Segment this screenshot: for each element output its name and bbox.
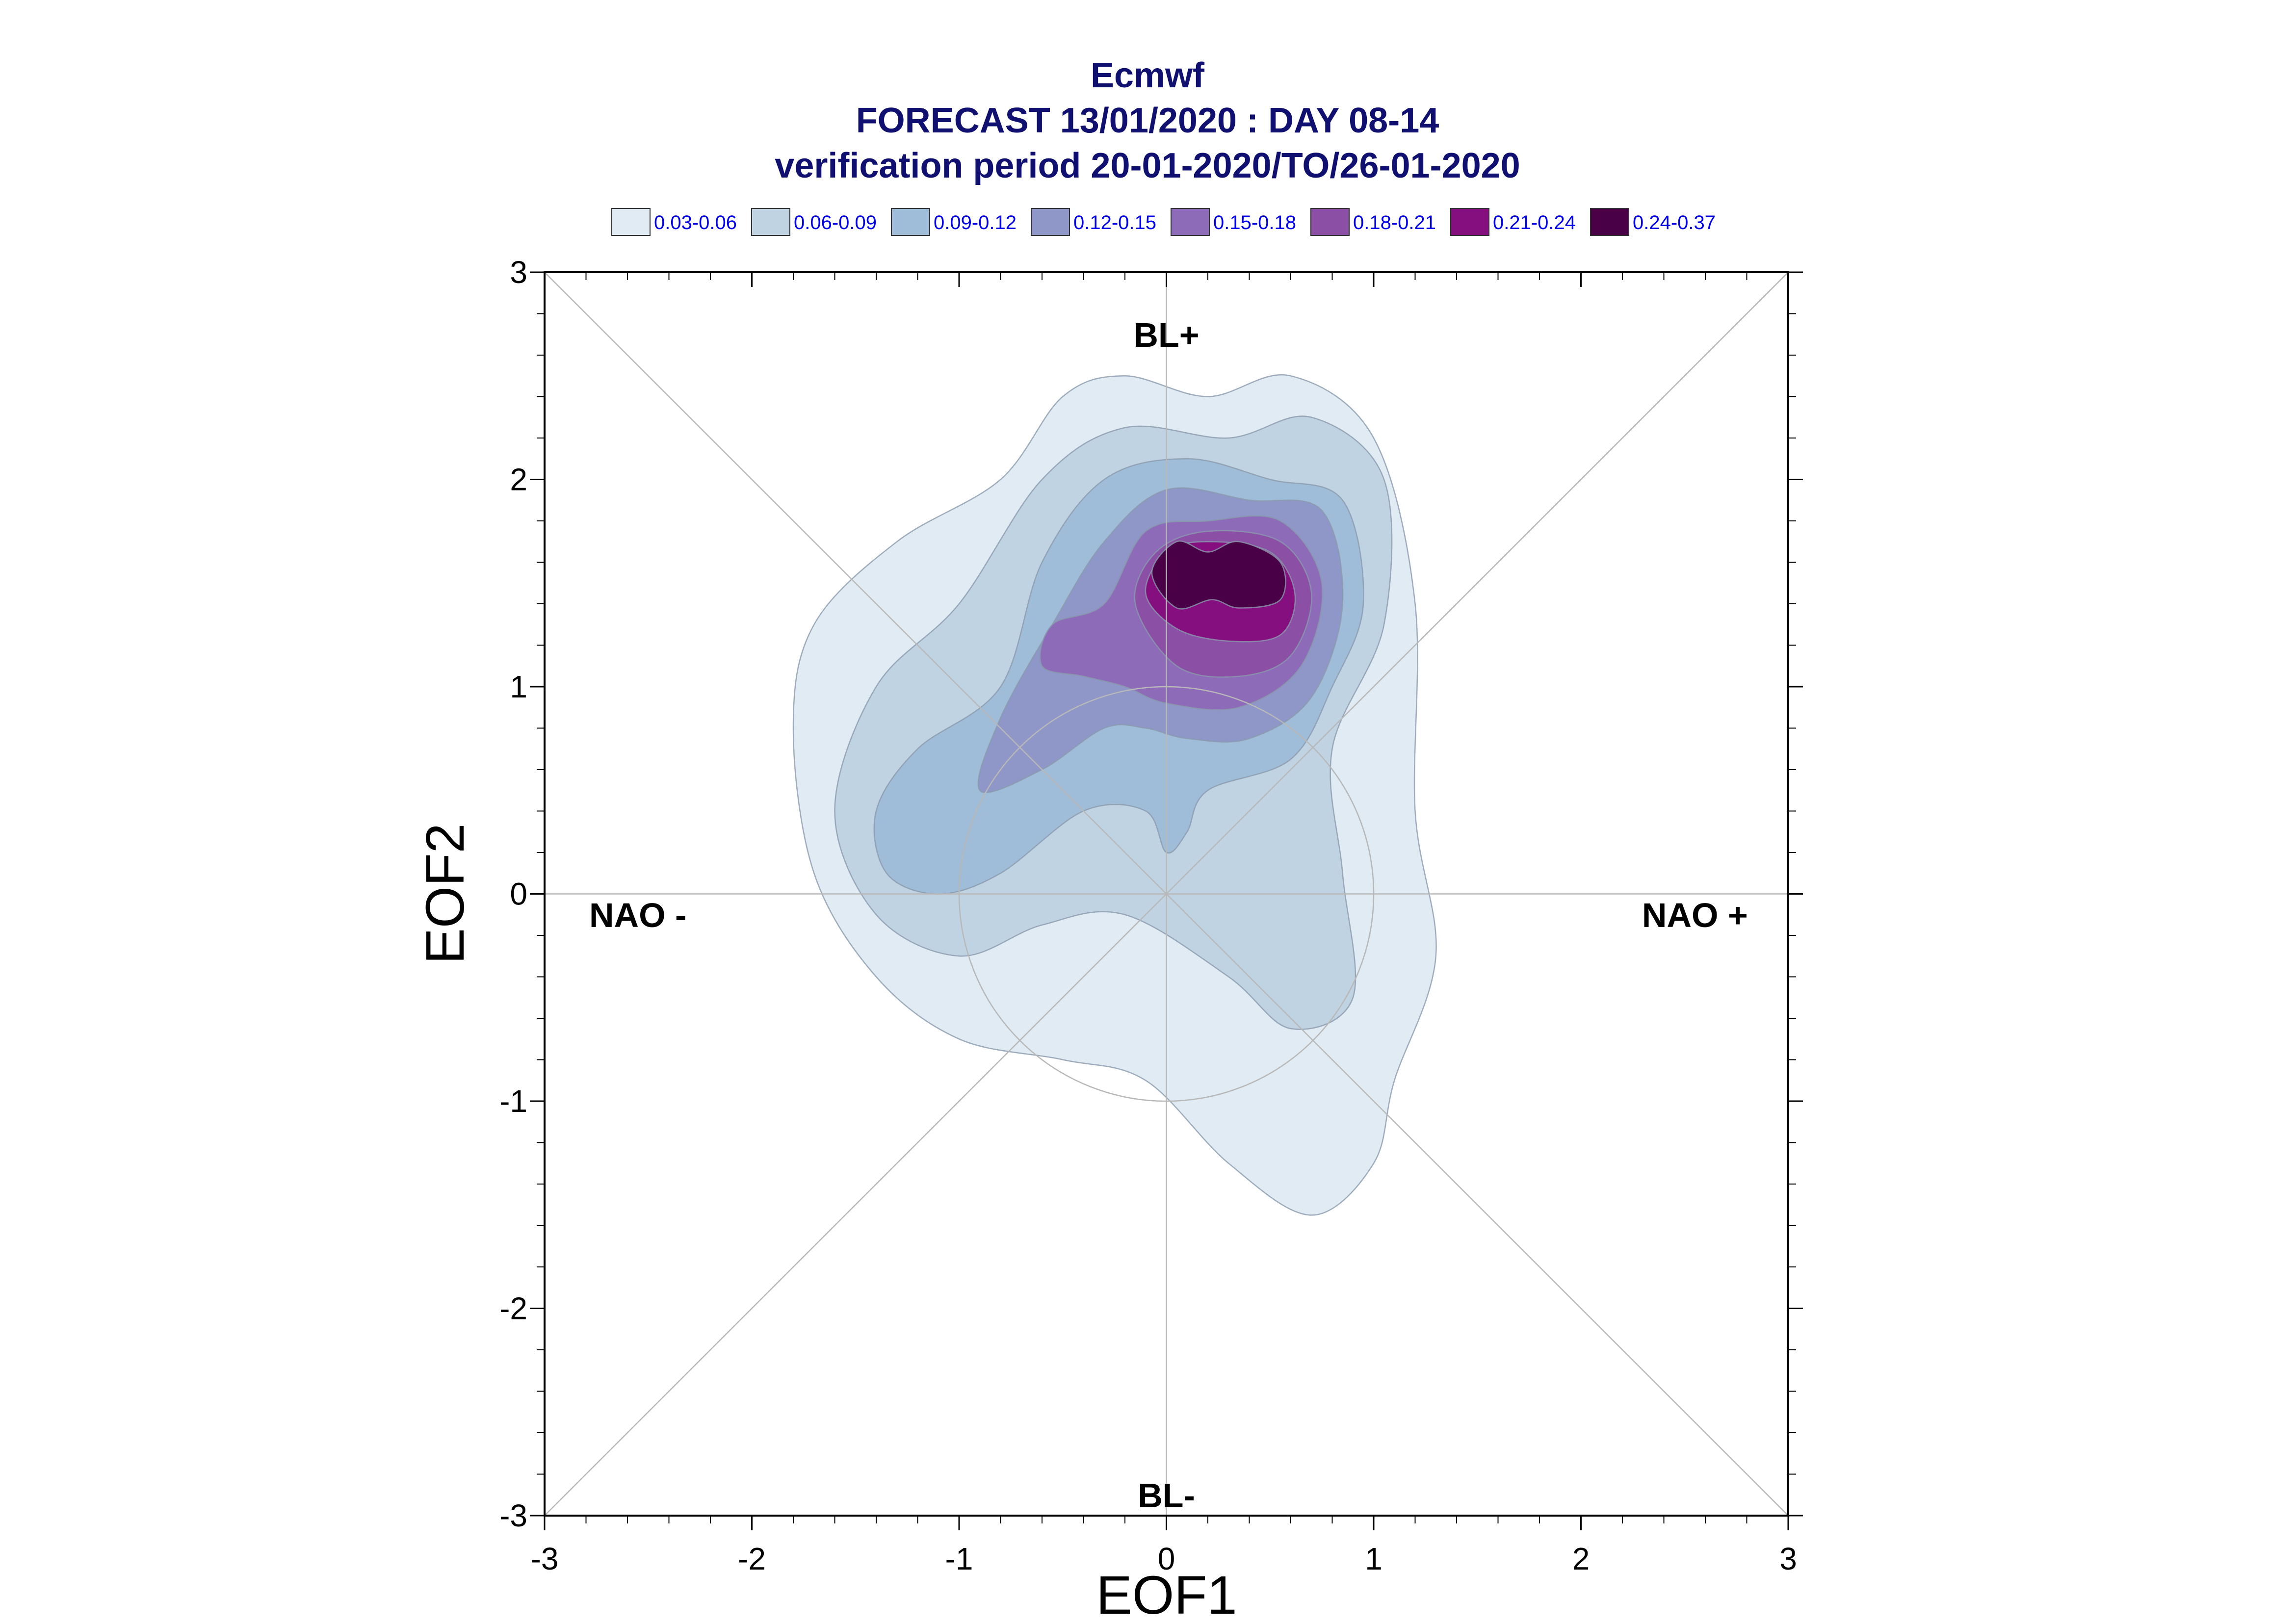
region-label-NAO-: NAO -	[589, 896, 686, 934]
legend-swatch	[1031, 208, 1070, 236]
legend-swatch	[1310, 208, 1350, 236]
density-contours	[792, 374, 1437, 1216]
axes: -3 -2 -1 0 1 2 3 -3 -2 -1 0 1 2 3	[499, 255, 1803, 1576]
x-tick-label: 0	[1158, 1541, 1175, 1576]
y-tick-label: 2	[510, 462, 527, 497]
y-tick-label: -2	[499, 1291, 527, 1326]
legend: 0.03-0.06 0.06-0.09 0.09-0.12 0.12-0.15 0.15…	[611, 208, 1716, 236]
guide-lines	[544, 272, 1789, 1516]
legend-label: 0.12-0.15	[1073, 212, 1156, 233]
legend-label: 0.15-0.18	[1213, 212, 1296, 233]
legend-swatch	[1450, 208, 1489, 236]
region-label-NAO-: NAO +	[1642, 896, 1748, 934]
y-tick-label: 1	[510, 669, 527, 704]
y-tick-label: -3	[499, 1498, 527, 1533]
x-tick-label: -2	[738, 1541, 766, 1576]
x-tick-label: 2	[1572, 1541, 1590, 1576]
y-tick-label: 0	[510, 876, 527, 912]
chart-title: Ecmwf FORECAST 13/01/2020 : DAY 08-14 ve…	[775, 56, 1520, 185]
plot-area: -3 -2 -1 0 1 2 3 -3 -2 -1 0 1 2 3 BL+ NAO - NAO + BL-	[499, 255, 1803, 1576]
region-labels: BL+ NAO - NAO + BL-	[589, 316, 1748, 1515]
legend-swatch	[751, 208, 790, 236]
region-label-BL-: BL-	[1138, 1476, 1195, 1515]
legend-label: 0.09-0.12	[934, 212, 1017, 233]
unit-circle	[958, 686, 1375, 1102]
title-line-1: Ecmwf	[1091, 56, 1205, 95]
x-tick-label: 3	[1779, 1541, 1797, 1576]
x-tick-label: -1	[945, 1541, 973, 1576]
y-axis-title: EOF2	[415, 823, 475, 964]
legend-label: 0.03-0.06	[654, 212, 737, 233]
legend-swatch	[891, 208, 930, 236]
legend-label: 0.24-0.37	[1633, 212, 1716, 233]
legend-label: 0.18-0.21	[1353, 212, 1436, 233]
y-tick-label: 3	[510, 255, 527, 290]
legend-swatch	[1171, 208, 1210, 236]
legend-swatch	[1590, 208, 1629, 236]
x-tick-label: 1	[1365, 1541, 1382, 1576]
region-label-BL-: BL+	[1133, 316, 1199, 354]
title-line-3: verification period 20-01-2020/TO/26-01-…	[775, 146, 1520, 185]
y-tick-label: -1	[499, 1083, 527, 1119]
x-axis-title: EOF1	[1096, 1565, 1237, 1624]
legend-swatch	[611, 208, 651, 236]
legend-label: 0.21-0.24	[1493, 212, 1576, 233]
x-tick-label: -3	[531, 1541, 559, 1576]
title-line-2: FORECAST 13/01/2020 : DAY 08-14	[856, 101, 1439, 140]
contour-0.24-0.37	[1151, 540, 1286, 610]
legend-label: 0.06-0.09	[794, 212, 877, 233]
